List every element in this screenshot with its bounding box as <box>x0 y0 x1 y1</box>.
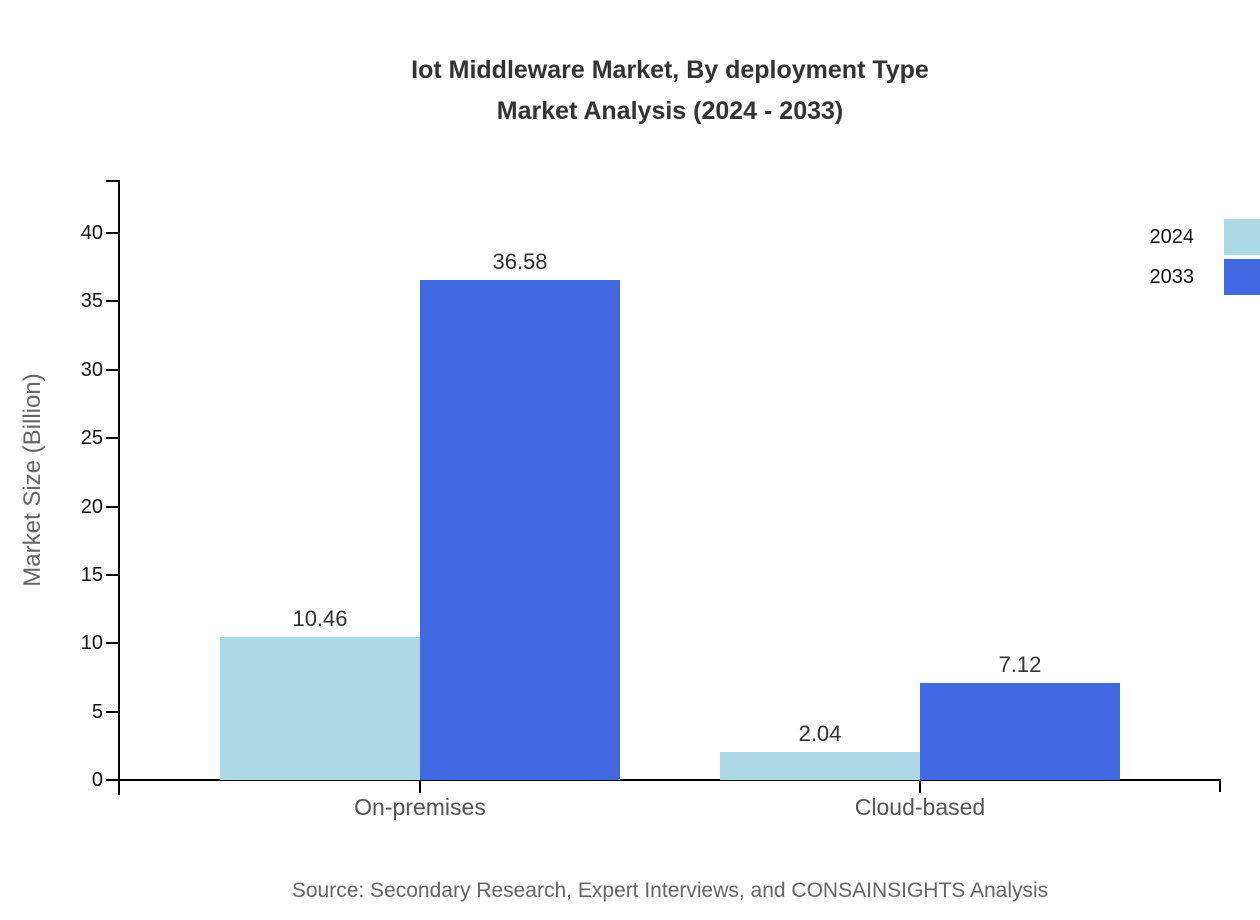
legend-item-2024: 2024 <box>1150 219 1260 255</box>
value-label-2024-cloud-based: 2.04 <box>798 721 842 747</box>
chart-title-line2: Market Analysis (2024 - 2033) <box>496 97 844 125</box>
value-label-2033-on-premises: 36.58 <box>492 248 548 274</box>
y-tick-label: 5 <box>91 700 103 723</box>
y-tick <box>106 642 118 645</box>
y-tick <box>106 710 118 713</box>
y-axis-top-cap <box>106 180 120 182</box>
x-axis-spine <box>118 779 1221 781</box>
y-tick-label: 0 <box>91 769 103 791</box>
y-tick <box>106 300 118 303</box>
y-tick <box>106 232 118 234</box>
legend-swatch-2024 <box>1224 219 1260 255</box>
legend-item-2033: 2033 <box>1150 259 1260 295</box>
legend-label-2033: 2033 <box>1149 265 1195 288</box>
y-tick-label: 20 <box>80 495 103 518</box>
y-tick-label: 10 <box>80 632 103 655</box>
bar-2033-on-premises <box>420 279 620 780</box>
source-note: Source: Secondary Research, Expert Inter… <box>291 879 1049 902</box>
y-tick-label: 40 <box>80 222 103 244</box>
y-axis-spine <box>118 181 120 795</box>
y-tick-label: 35 <box>80 290 103 313</box>
x-tick <box>919 781 921 793</box>
category-label: On-premises <box>354 794 486 820</box>
value-label-2033-cloud-based: 7.12 <box>998 651 1042 677</box>
value-label-2024-on-premises: 10.46 <box>292 605 348 631</box>
legend: 2024 2033 <box>1150 219 1260 299</box>
y-tick-label: 30 <box>80 358 103 381</box>
y-axis-title: Market Size (Billion) <box>19 373 46 587</box>
chart-title: Iot Middleware Market, By deployment Typ… <box>120 50 1220 132</box>
y-tick-label: 25 <box>80 427 103 450</box>
y-tick <box>106 505 118 508</box>
y-tick <box>106 437 118 440</box>
y-tick <box>106 573 118 576</box>
y-tick-label: 15 <box>80 563 103 586</box>
y-tick <box>106 779 118 781</box>
category-label: Cloud-based <box>854 794 986 820</box>
x-axis-end-cap <box>1219 779 1221 792</box>
bar-2033-cloud-based <box>920 682 1120 780</box>
y-tick <box>106 368 118 371</box>
bar-2024-cloud-based <box>720 752 920 780</box>
bar-2024-on-premises <box>220 636 420 780</box>
legend-swatch-2033 <box>1224 259 1260 295</box>
x-tick <box>419 781 421 793</box>
legend-label-2024: 2024 <box>1149 225 1195 248</box>
chart-title-line1: Iot Middleware Market, By deployment Typ… <box>411 56 929 84</box>
